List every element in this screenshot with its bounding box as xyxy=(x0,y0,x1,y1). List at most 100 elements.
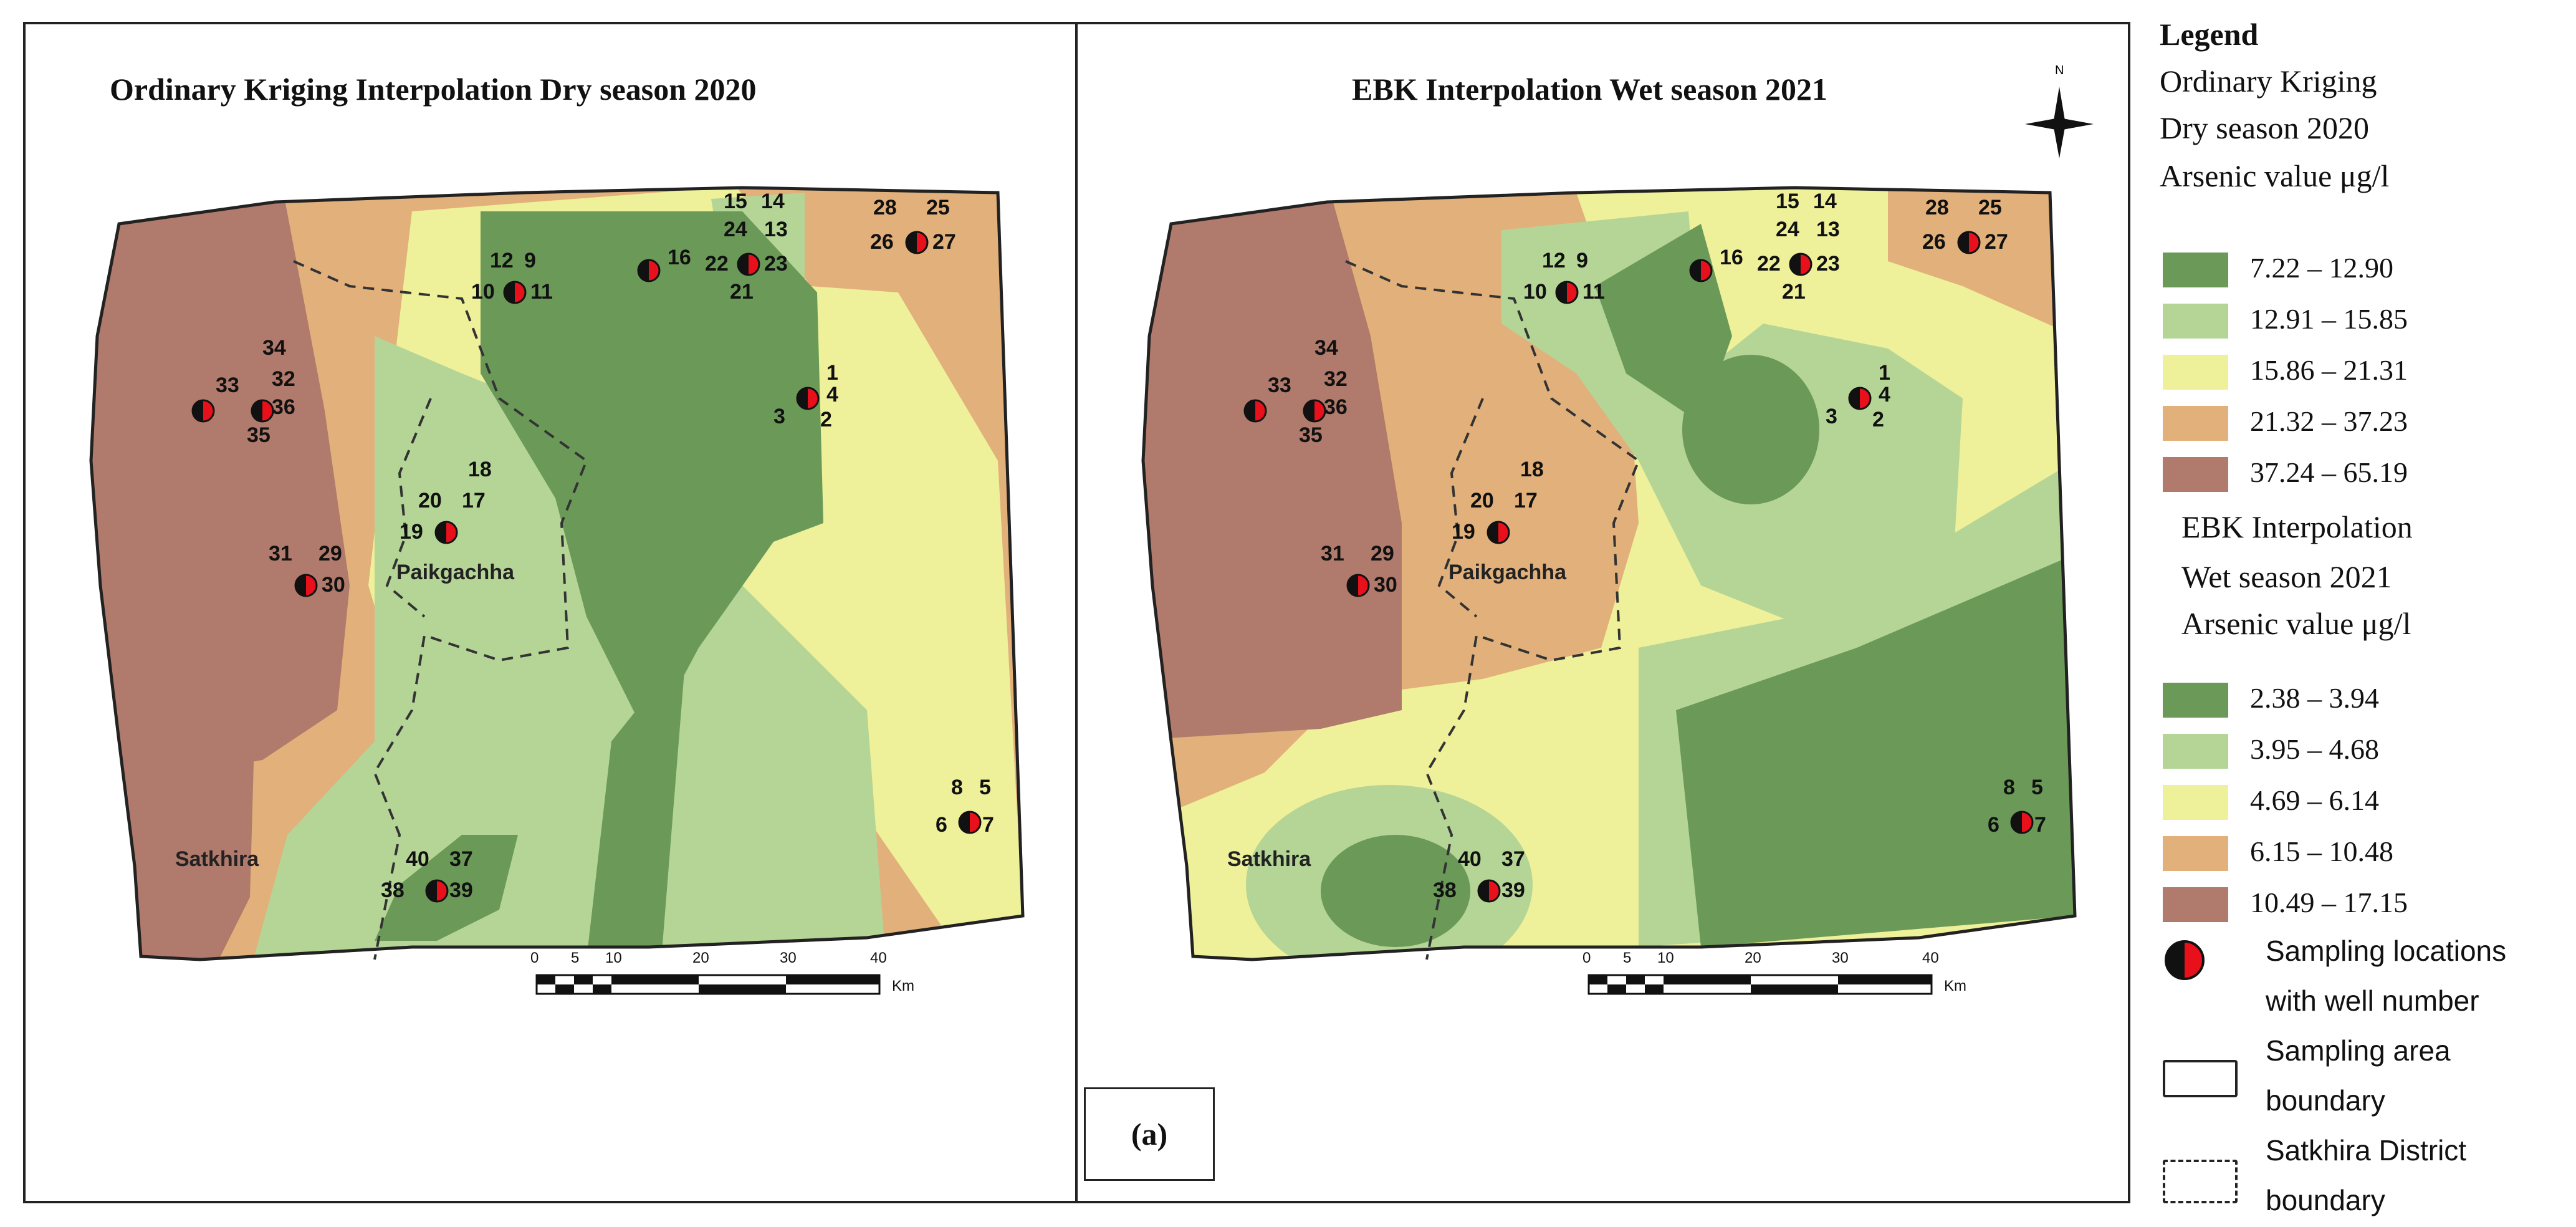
legend-class-label: 10.49 – 17.15 xyxy=(2250,887,2408,918)
well-number-label: 29 xyxy=(318,542,342,565)
district-boundary xyxy=(1345,260,1640,960)
ebk-legend-title: Wet season 2021 xyxy=(2181,559,2392,594)
sampling-location-marker-half xyxy=(1348,575,1358,596)
well-number-label: 36 xyxy=(1324,395,1348,419)
scale-segment xyxy=(611,975,699,984)
north-arrow: N xyxy=(2025,64,2094,158)
ebk-legend-title: Arsenic value μg/l xyxy=(2181,606,2411,641)
class-zone xyxy=(1888,188,2075,336)
well-number-label: 4 xyxy=(1879,383,1890,407)
sampling-location-marker-half xyxy=(1556,282,1567,303)
scale-segment xyxy=(1607,984,1626,994)
well-number-label: 34 xyxy=(262,336,286,360)
well-number-label: 11 xyxy=(530,280,553,304)
well-number-label: 11 xyxy=(1582,280,1605,304)
sampling-area-boundary-icon xyxy=(2163,1060,2238,1097)
well-number-label: 22 xyxy=(1757,252,1781,276)
sampling-location-marker-half xyxy=(504,282,515,303)
scale-tick: 40 xyxy=(870,950,887,966)
legend-swatch xyxy=(2163,355,2228,390)
sampling-area-boundary xyxy=(1141,186,2077,961)
well-number-label: 19 xyxy=(400,520,423,544)
scale-tick: 30 xyxy=(780,950,797,966)
scale-segment xyxy=(1751,984,1838,994)
well-number-label: 10 xyxy=(1523,280,1547,304)
sampling-location-marker-half xyxy=(436,522,446,543)
well-number-label: 31 xyxy=(269,542,292,565)
well-number-label: 10 xyxy=(471,280,495,304)
well-number-label: 30 xyxy=(1374,573,1397,597)
well-number-label: 9 xyxy=(524,249,536,272)
well-number-label: 39 xyxy=(449,878,473,902)
class-zone xyxy=(91,188,350,835)
well-number-label: 35 xyxy=(247,423,271,447)
well-number-label: 27 xyxy=(932,230,956,254)
legend-swatch xyxy=(2163,734,2228,769)
place-label-satkhira: Satkhira xyxy=(1227,847,1311,871)
well-number-label: 37 xyxy=(449,847,473,871)
well-number-label: 35 xyxy=(1299,423,1323,447)
place-label-paikgachha: Paikgachha xyxy=(396,561,515,584)
legend-class-label: 37.24 – 65.19 xyxy=(2250,456,2408,488)
well-number-label: 26 xyxy=(870,230,894,254)
sampling-location-marker-half xyxy=(1690,260,1701,281)
ok-legend-title: Ordinary Kriging xyxy=(2160,64,2377,99)
district-boundary xyxy=(293,260,588,960)
well-number-label: 18 xyxy=(1520,458,1544,481)
sampling-location-marker-half xyxy=(1245,400,1255,421)
legend-swatch xyxy=(2163,406,2228,441)
scale-segment xyxy=(1645,984,1664,994)
well-number-label: 27 xyxy=(1985,230,2008,254)
well-number-label: 32 xyxy=(1324,367,1348,391)
scale-segment xyxy=(1664,975,1751,984)
well-number-label: 22 xyxy=(705,252,729,276)
well-number-label: 40 xyxy=(406,847,429,871)
legend-class-label: 12.91 – 15.85 xyxy=(2250,303,2408,335)
scale-segment xyxy=(593,984,611,994)
scale-unit: Km xyxy=(892,978,914,994)
legend-swatch xyxy=(2163,785,2228,820)
well-number-label: 40 xyxy=(1458,847,1482,871)
legend-heading: Legend xyxy=(2160,17,2259,52)
well-number-label: 25 xyxy=(926,196,950,219)
sampling-location-marker-half xyxy=(1958,232,1969,253)
well-number-label: 8 xyxy=(951,776,963,799)
well-number-label: 16 xyxy=(1720,246,1743,269)
scale-tick: 20 xyxy=(1745,950,1761,966)
well-number-label: 4 xyxy=(826,383,838,407)
well-number-label: 32 xyxy=(272,367,295,391)
well-number-label: 1 xyxy=(1879,361,1890,385)
symbol-label: Sampling area xyxy=(2266,1034,2451,1067)
scale-segment xyxy=(1838,975,1932,984)
scale-segment xyxy=(1589,975,1607,984)
well-number-label: 30 xyxy=(322,573,345,597)
scale-segment xyxy=(786,975,879,984)
scale-tick: 5 xyxy=(1623,950,1631,966)
legend-swatch xyxy=(2163,253,2228,287)
ok-legend-title: Dry season 2020 xyxy=(2160,110,2370,145)
well-number-label: 5 xyxy=(2031,776,2043,799)
legend-class-label: 15.86 – 21.31 xyxy=(2250,354,2408,386)
sampling-location-marker-half xyxy=(1304,400,1314,421)
well-number-label: 15 xyxy=(1776,190,1799,213)
well-number-label: 28 xyxy=(873,196,897,219)
well-number-label: 28 xyxy=(1925,196,1949,219)
well-number-label: 20 xyxy=(418,489,442,512)
well-number-label: 8 xyxy=(2003,776,2015,799)
sampling-location-marker-half xyxy=(738,254,749,275)
class-zone xyxy=(1682,355,1819,504)
well-number-label: 7 xyxy=(982,813,994,837)
legend-class-label: 3.95 – 4.68 xyxy=(2250,733,2379,765)
well-number-label: 20 xyxy=(1470,489,1494,512)
well-number-label: 24 xyxy=(1776,218,1799,241)
legend-swatch xyxy=(2163,304,2228,339)
ebk-map-panel: EBK Interpolation Wet season 2021 N Satk… xyxy=(1075,22,2130,1203)
well-number-label: 38 xyxy=(381,878,405,902)
district-boundary-icon xyxy=(2163,1160,2238,1203)
well-number-label: 23 xyxy=(1816,252,1840,276)
map-title: EBK Interpolation Wet season 2021 xyxy=(1352,72,1828,107)
well-number-label: 19 xyxy=(1452,520,1475,544)
